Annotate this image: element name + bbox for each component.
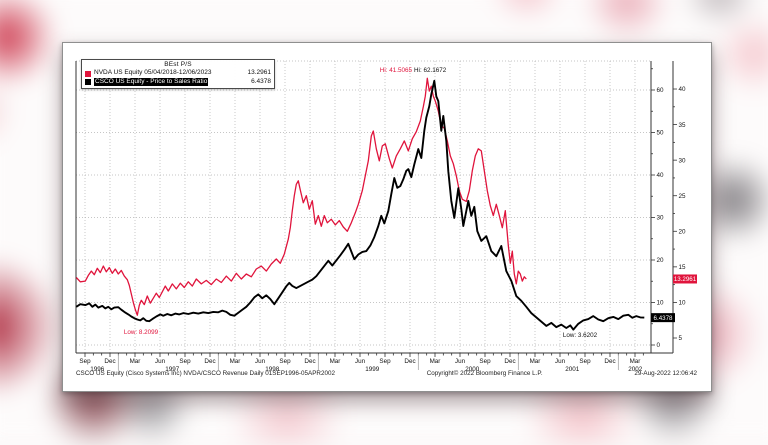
x-year-label: 2000: [465, 366, 480, 373]
x-tick-label: Sep: [479, 358, 491, 365]
nvda-axis-badge: [673, 274, 697, 284]
y-tick-label: 20: [679, 228, 687, 235]
chart-title: BEst P/S: [164, 61, 192, 68]
y-tick-label: 35: [679, 122, 687, 129]
x-tick-label: Sep: [179, 358, 191, 365]
x-year-label: 2002: [628, 366, 643, 373]
x-tick-label: Sep: [79, 358, 91, 365]
y-tick-label: 5: [679, 335, 683, 342]
chart-legend: BEst P/S NVDA US Equity 05/04/2018-12/06…: [81, 59, 275, 90]
x-tick-label: Jun: [455, 358, 466, 365]
x-year-label: 1996: [90, 366, 105, 373]
footer-timestamp: 29-Aug-2022 12:06:42: [634, 370, 697, 377]
nvda-axis-badge-text: 13.2961: [674, 276, 697, 283]
x-tick-label: Mar: [430, 358, 441, 365]
x-year-label: 1998: [265, 366, 280, 373]
nvda-hi-annotation: Hi: 41.5065: [380, 67, 413, 74]
x-tick-label: Dec: [104, 358, 115, 365]
nvda-series-swatch: [85, 70, 91, 77]
legend-row-csco[interactable]: CSCO US Equity - Price to Sales Ratio 6.…: [85, 77, 271, 87]
y-tick-label: 20: [657, 257, 665, 264]
footer-copyright: Copyright© 2022 Bloomberg Finance L.P.: [426, 370, 543, 377]
y-tick-label: 25: [679, 193, 687, 200]
y-tick-label: 30: [679, 157, 687, 164]
csco-axis-badge-text: 6.4378: [654, 315, 673, 322]
x-year-label: 1997: [165, 366, 180, 373]
y-tick-label: 60: [657, 87, 665, 94]
x-tick-label: Dec: [204, 358, 215, 365]
y-tick-label: 40: [679, 86, 687, 93]
x-tick-label: Dec: [604, 358, 615, 365]
x-tick-label: Dec: [304, 358, 315, 365]
csco-last-value: 6.4378: [251, 77, 271, 85]
x-tick-label: Sep: [379, 358, 391, 365]
y-tick-label: 10: [657, 300, 665, 307]
csco-hi-annotation: Hi: 62.1672: [414, 67, 447, 74]
y-tick-label: 15: [679, 264, 687, 271]
x-tick-label: Dec: [504, 358, 515, 365]
nvda-series-line: [75, 77, 527, 316]
y-tick-label: 40: [657, 172, 665, 179]
x-tick-label: Sep: [279, 358, 291, 365]
footer-security-info: CSCO US Equity (Cisco Systems Inc) NVDA/…: [76, 370, 335, 377]
x-tick-label: Dec: [404, 358, 415, 365]
x-tick-label: Jun: [555, 358, 566, 365]
csco-low-annotation: Low: 3.6202: [563, 332, 598, 339]
x-year-label: 1999: [365, 366, 380, 373]
csco-series-line: [75, 79, 645, 331]
price-to-sales-chart: Sep Dec Mar Jun Sep Dec Mar Jun Sep Dec Mar Jun Sep D…: [75, 60, 697, 373]
x-tick-label: Mar: [130, 358, 141, 365]
chart-footer: CSCO US Equity (Cisco Systems Inc) NVDA/…: [76, 370, 697, 377]
y-tick-label: 0: [657, 342, 661, 349]
legend-row-nvda[interactable]: NVDA US Equity 05/04/2018-12/06/2023 13.…: [85, 69, 271, 77]
x-year-label: 2001: [565, 366, 580, 373]
y-tick-label: 10: [679, 300, 687, 307]
nvda-last-value: 13.2961: [247, 69, 272, 77]
y-tick-label: 30: [657, 215, 665, 222]
x-tick-label: Mar: [530, 358, 541, 365]
x-tick-label: Mar: [630, 358, 641, 365]
y-tick-label: 50: [657, 130, 665, 137]
csco-series-swatch: [85, 79, 91, 86]
csco-series-label: CSCO US Equity - Price to Sales Ratio: [94, 77, 209, 87]
x-tick-label: Sep: [579, 358, 591, 365]
bloomberg-chart-window: Sep Dec Mar Jun Sep Dec Mar Jun Sep Dec Mar Jun Sep D…: [62, 42, 712, 392]
nvda-low-annotation: Low: 8.2099: [124, 329, 159, 336]
csco-axis-badge: [651, 313, 675, 323]
nvda-series-label: NVDA US Equity 05/04/2018-12/06/2023: [94, 69, 212, 77]
x-tick-label: Jun: [355, 358, 366, 365]
x-tick-label: Jun: [155, 358, 166, 365]
x-tick-label: Mar: [330, 358, 341, 365]
x-tick-label: Mar: [230, 358, 241, 365]
x-tick-label: Jun: [255, 358, 266, 365]
